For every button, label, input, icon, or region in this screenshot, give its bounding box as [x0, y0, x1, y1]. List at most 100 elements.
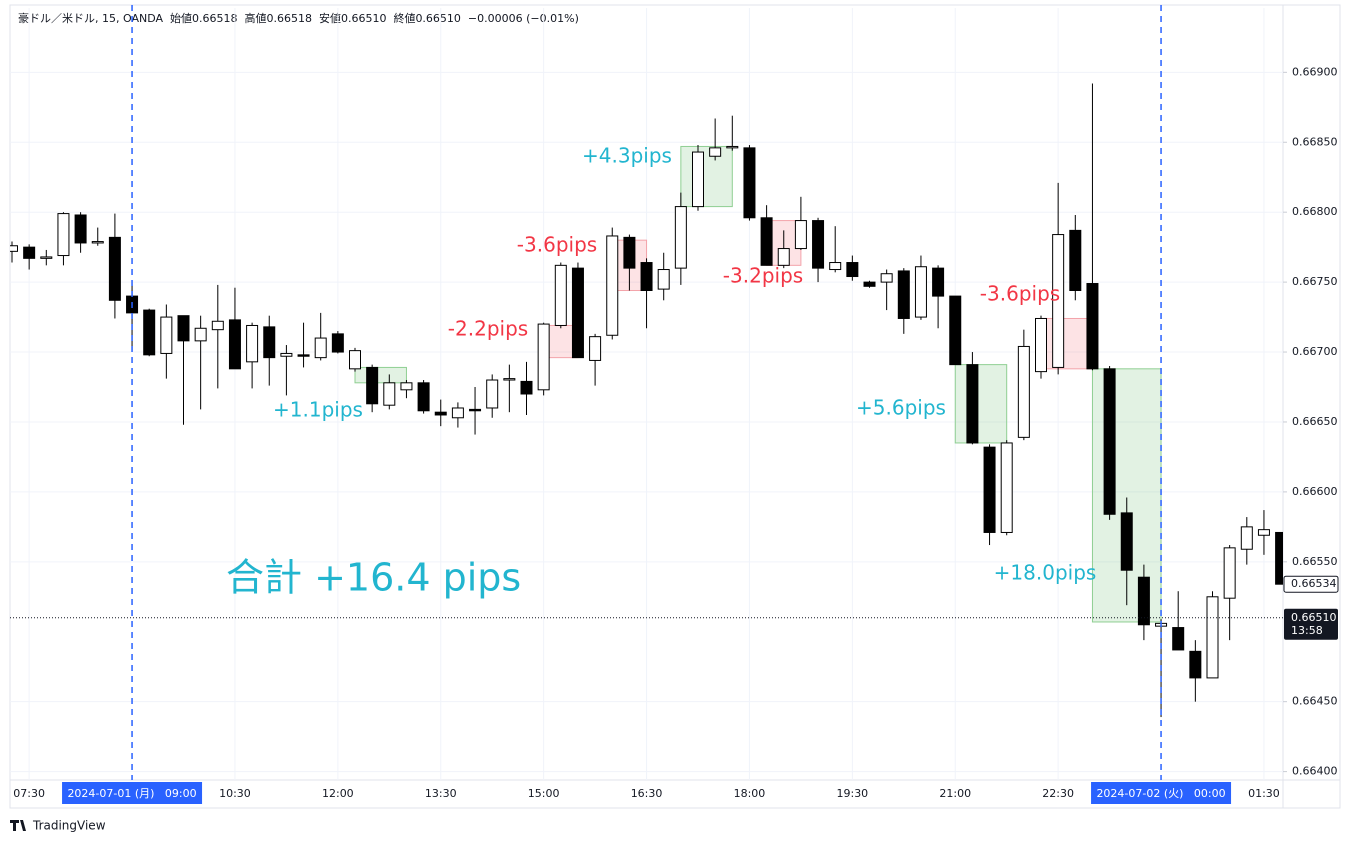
y-tick-label: 0.66600: [1292, 485, 1338, 498]
candle-body: [194, 327, 207, 342]
candle-body: [383, 382, 396, 406]
candle-body: [263, 326, 276, 359]
candle-body: [571, 267, 584, 359]
candle-body: [280, 352, 293, 357]
y-tick-label: 0.66400: [1292, 765, 1338, 778]
candle-body: [503, 378, 516, 381]
candle-body: [1103, 368, 1116, 515]
x-tick-label: 01:30: [1248, 787, 1280, 800]
x-tick-label: 22:30: [1042, 787, 1074, 800]
candle-body: [1223, 547, 1236, 599]
candle-body: [366, 366, 379, 405]
trade-box: [680, 145, 733, 208]
y-tick-label: 0.66550: [1292, 555, 1338, 568]
candle-body: [1137, 576, 1150, 626]
candle-body: [657, 269, 670, 290]
candle-body: [606, 235, 619, 336]
candle-body: [863, 281, 876, 287]
candle-body: [623, 236, 636, 269]
trade-box: [1040, 317, 1093, 370]
x-tick-label: 10:30: [219, 787, 251, 800]
candle-body: [1086, 283, 1099, 370]
trade-label: -3.2pips: [723, 264, 803, 288]
candle-body: [554, 264, 567, 326]
last-price-box: [1283, 575, 1339, 593]
candle-body: [520, 380, 533, 395]
candle-body: [108, 236, 121, 301]
candle-body: [966, 364, 979, 444]
x-label-highlight: [1091, 782, 1232, 804]
candle-body: [692, 151, 704, 208]
candle-body: [640, 262, 653, 292]
trade-label: +5.6pips: [856, 396, 946, 420]
trade-label: +18.0pips: [994, 561, 1097, 585]
header: 豪ドル／米ドル, 15, OANDA 始値0.66518 高値0.66518 安…: [18, 11, 579, 25]
candle-body: [331, 333, 344, 353]
x-tick-label: 07:30: [13, 787, 45, 800]
candle-body: [1275, 531, 1283, 585]
candle-body: [314, 337, 327, 359]
candle-body: [10, 245, 18, 252]
candle-body: [400, 382, 413, 391]
candle-body: [760, 217, 773, 266]
y-tick-label: 0.66850: [1292, 135, 1338, 148]
candle-body: [1189, 650, 1202, 679]
logo: [10, 820, 26, 831]
candle-body: [914, 266, 927, 318]
y-tick-label: 0.66700: [1292, 345, 1338, 358]
x-tick-label: 21:00: [939, 787, 971, 800]
trade-label: -3.6pips: [980, 282, 1060, 306]
trade-box: [354, 366, 407, 384]
candle-body: [1257, 529, 1270, 536]
x-tick-label: 18:00: [734, 787, 766, 800]
x-tick-label: 12:00: [322, 787, 354, 800]
x-tick-label: 2024-07-02 (火) 00:00: [1096, 787, 1225, 800]
x-label-highlight: [62, 782, 203, 804]
candle-body: [1017, 345, 1030, 438]
candle-body: [1052, 234, 1065, 368]
candle-body: [589, 336, 602, 361]
y-tick-label: 0.66750: [1292, 275, 1338, 288]
candle-body: [417, 382, 430, 412]
chart-frame: [9, 4, 1341, 809]
candle-body: [143, 309, 156, 356]
candle-body: [829, 262, 842, 271]
candle-body: [880, 273, 893, 283]
candle-body: [674, 206, 687, 269]
candle-body: [1240, 526, 1253, 550]
y-tick-label: 0.66450: [1292, 695, 1338, 708]
candle-body: [932, 267, 945, 297]
candle-body: [794, 220, 807, 250]
candle-body: [726, 145, 739, 149]
x-tick-label: 19:30: [836, 787, 868, 800]
candle-body: [1172, 627, 1185, 651]
candle-body: [246, 324, 259, 363]
candle-body: [57, 213, 70, 257]
candle-body: [1000, 442, 1013, 533]
candle-body: [983, 446, 996, 533]
candle-body: [23, 246, 36, 259]
candle-body: [846, 262, 859, 278]
candle-body: [897, 270, 910, 319]
candle-body: [1120, 512, 1133, 571]
candle-body: [91, 241, 104, 244]
x-tick-label: 13:30: [425, 787, 457, 800]
candle-body: [1206, 596, 1219, 679]
candle-body: [451, 407, 464, 419]
candle-body: [537, 323, 550, 391]
last-price-label: 0.66534: [1291, 577, 1337, 590]
current-price-box: [1284, 608, 1338, 640]
candle-body: [1035, 317, 1047, 373]
candle-body: [777, 248, 790, 266]
candle-body: [349, 350, 361, 370]
candle-body: [40, 256, 53, 259]
x-tick-label: 2024-07-01 (月) 09:00: [67, 787, 196, 800]
candle-body: [1069, 229, 1082, 292]
candle-body: [709, 147, 722, 157]
trade-label: +1.1pips: [273, 398, 363, 422]
y-tick-label: 0.66650: [1292, 415, 1338, 428]
current-price-label: 0.66510: [1291, 611, 1337, 624]
candle-body: [297, 354, 310, 357]
candle-body: [434, 411, 447, 416]
